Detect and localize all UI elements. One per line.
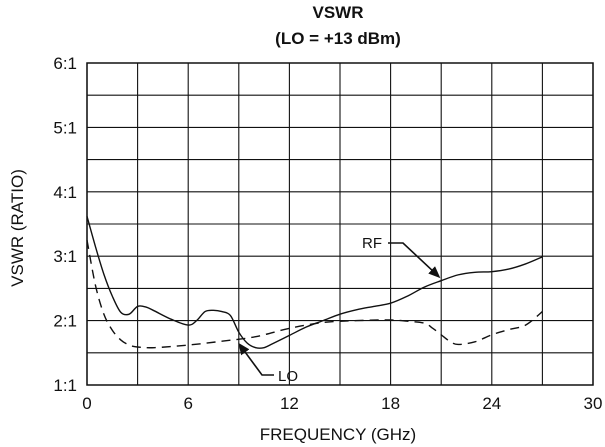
lo-label: LO (278, 368, 298, 385)
annotation-layer: RF LO (238, 235, 441, 385)
x-tick-label: 0 (82, 394, 91, 413)
series-layer (86, 216, 543, 349)
x-axis-title: FREQUENCY (GHz) (260, 425, 416, 444)
rf-arrow (388, 242, 441, 279)
x-tick-label: 12 (280, 394, 299, 413)
grid-lines (86, 62, 594, 386)
x-tick-labels: 0 6 12 18 24 30 (82, 394, 602, 413)
x-tick-label: 30 (584, 394, 603, 413)
y-tick-labels: 1:1 2:1 3:1 4:1 5:1 6:1 (53, 54, 77, 395)
rf-label: RF (362, 235, 382, 252)
y-tick-label: 4:1 (53, 183, 77, 202)
chart-title: VSWR (313, 3, 364, 22)
y-tick-label: 1:1 (53, 376, 77, 395)
chart-subtitle: (LO = +13 dBm) (275, 29, 401, 48)
x-tick-label: 24 (482, 394, 501, 413)
x-tick-label: 18 (381, 394, 400, 413)
lo-arrow (238, 342, 274, 376)
y-axis-title: VSWR (RATIO) (8, 169, 27, 287)
series-line-rf (86, 216, 543, 349)
y-tick-label: 2:1 (53, 312, 77, 331)
y-tick-label: 3:1 (53, 247, 77, 266)
x-tick-label: 6 (183, 394, 192, 413)
y-tick-label: 5:1 (53, 118, 77, 137)
series-line-lo (86, 239, 543, 349)
y-tick-label: 6:1 (53, 54, 77, 73)
plot-frame (86, 62, 594, 386)
